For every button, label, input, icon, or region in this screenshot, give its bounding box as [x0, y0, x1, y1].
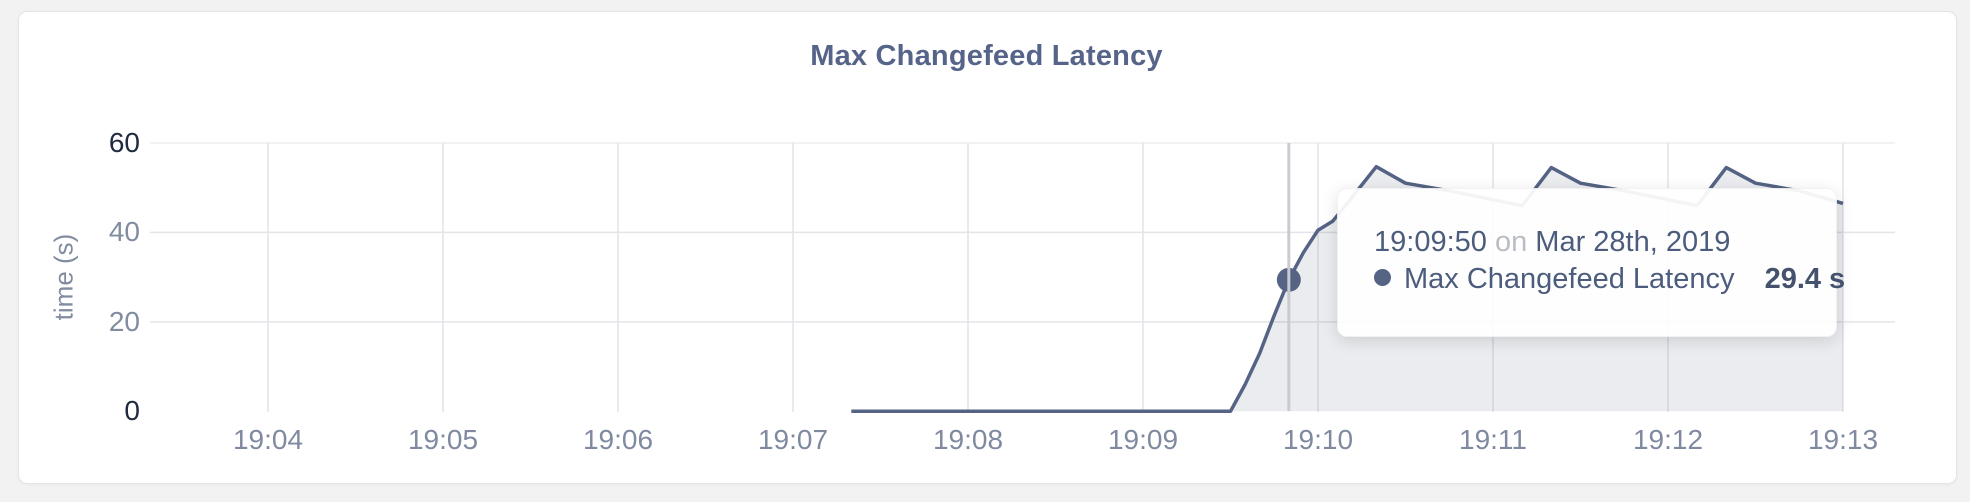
tooltip-on-word: on [1494, 226, 1528, 258]
tooltip-series-label: Max Changefeed Latency [1404, 263, 1735, 295]
tooltip-date: Mar 28th, 2019 [1535, 226, 1731, 258]
tooltip-timestamp-row: 19:09:50 on Mar 28th, 2019 [1374, 224, 1836, 261]
tooltip-series-row: Max Changefeed Latency 29.4 s [1374, 261, 1845, 298]
series-bullet-icon [1374, 269, 1391, 287]
tooltip-time: 19:09:50 [1374, 226, 1487, 258]
chart-title: Max Changefeed Latency [810, 40, 1163, 72]
chart-tooltip: 19:09:50 on Mar 28th, 2019 Max Changefee… [1337, 188, 1845, 337]
series-line [851, 164, 1844, 414]
tooltip-series-value: 29.4 s [1764, 263, 1846, 295]
